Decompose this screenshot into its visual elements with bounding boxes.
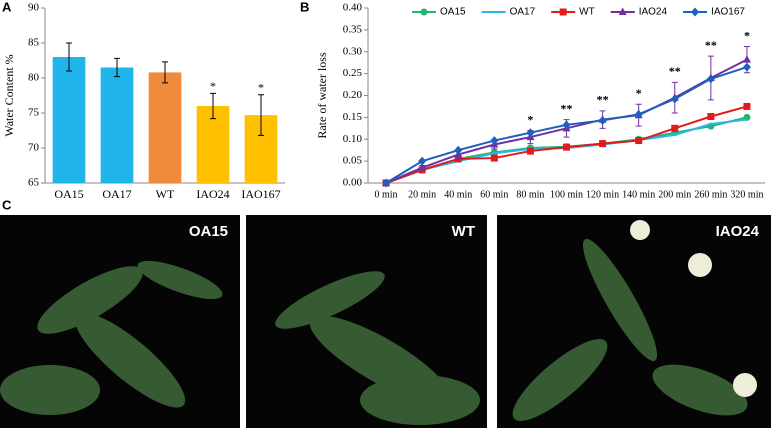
panel-label: A [2, 0, 12, 14]
x-tick-label: 320 min [730, 189, 763, 200]
x-tick-label: OA15 [54, 187, 83, 201]
point [742, 62, 751, 72]
x-tick-label: 140 min [622, 189, 655, 200]
legend-label: OA15 [440, 7, 466, 18]
y-tick-label: 0.05 [343, 155, 363, 167]
significance: ** [561, 101, 573, 115]
point [670, 94, 679, 104]
y-tick-label: 0.20 [343, 89, 363, 101]
point [706, 74, 715, 84]
x-tick-label: 60 min [480, 189, 508, 200]
photos [0, 215, 771, 428]
point [382, 178, 391, 188]
legend-label: IAO24 [639, 7, 668, 18]
legend-label: IAO167 [711, 7, 745, 18]
point [562, 120, 571, 130]
y-tick-label: 80 [28, 72, 40, 84]
y-tick-label: 0.15 [343, 111, 363, 123]
panel-label: C [2, 197, 12, 212]
point [454, 145, 463, 155]
significance: * [258, 81, 264, 95]
y-tick-label: 0.10 [343, 133, 363, 145]
legend-label: WT [579, 7, 595, 18]
legend-label: OA17 [510, 7, 536, 18]
point [599, 140, 607, 148]
point [742, 55, 751, 63]
photo-label: WT [452, 223, 475, 240]
x-tick-label: 20 min [408, 189, 436, 200]
y-tick-label: 70 [28, 142, 40, 154]
x-tick-label: WT [156, 187, 175, 201]
y-tick-label: 0.40 [343, 2, 363, 14]
x-tick-label: 40 min [444, 189, 472, 200]
error-bar [258, 94, 264, 136]
point [526, 128, 535, 138]
x-tick-label: 100 min [550, 189, 583, 200]
photo-label: OA15 [189, 223, 228, 240]
panel-label: B [300, 0, 309, 14]
y-axis-title: Water Content % [2, 54, 16, 136]
point [563, 143, 570, 151]
bar [148, 72, 182, 183]
significance: * [744, 28, 750, 42]
significance: * [527, 112, 533, 126]
point [743, 102, 751, 110]
point [671, 124, 679, 132]
x-tick-label: 0 min [375, 189, 398, 200]
y-tick-label: 0.30 [343, 45, 363, 57]
point [598, 115, 607, 125]
y-tick-label: 0.35 [343, 23, 363, 35]
error-bar [162, 61, 168, 84]
legend-marker [691, 7, 700, 17]
significance: * [210, 79, 216, 93]
y-tick-label: 75 [28, 107, 40, 119]
y-tick-label: 85 [28, 37, 40, 49]
x-tick-label: 260 min [694, 189, 727, 200]
point [526, 147, 534, 155]
significance: ** [669, 64, 681, 78]
y-tick-label: 65 [28, 177, 40, 189]
x-tick-label: 200 min [658, 189, 691, 200]
point [634, 109, 643, 119]
legend-marker [420, 8, 428, 16]
point [490, 154, 498, 162]
point [418, 156, 427, 166]
x-tick-label: IAO167 [241, 187, 280, 201]
point [418, 163, 427, 171]
x-tick-label: IAO24 [196, 187, 229, 201]
point [635, 137, 643, 145]
bar [100, 67, 134, 183]
significance: ** [705, 38, 717, 52]
legend-marker [618, 7, 627, 15]
significance: * [636, 86, 642, 100]
y-tick-label: 0.00 [343, 177, 363, 189]
x-tick-label: 80 min [516, 189, 544, 200]
error-bar [210, 92, 216, 120]
y-tick-label: 0.25 [343, 67, 363, 79]
y-axis-title: Rate of water loss [315, 52, 329, 139]
bar [52, 57, 86, 183]
significance: ** [597, 93, 609, 107]
point [490, 136, 499, 146]
y-tick-label: 90 [28, 2, 40, 14]
photo-label: IAO24 [716, 223, 760, 240]
error-bar [66, 42, 72, 72]
x-tick-label: 120 min [586, 189, 619, 200]
point [707, 113, 715, 120]
x-tick-label: OA17 [102, 187, 131, 201]
error-bar [114, 57, 120, 78]
legend-marker [559, 8, 567, 16]
